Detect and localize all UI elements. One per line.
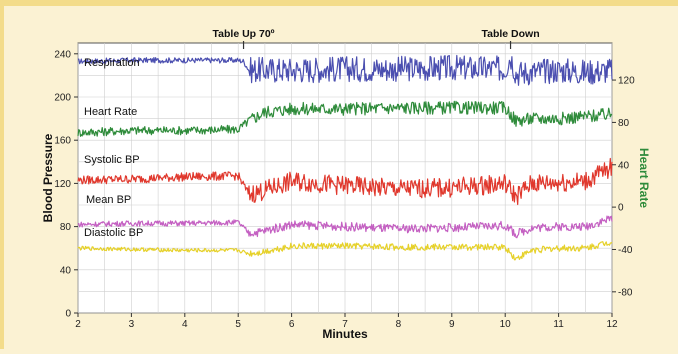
y-left-tick-label: 240 [54, 49, 71, 60]
series-line [77, 100, 613, 137]
x-tick-label: 12 [606, 319, 618, 330]
x-axis-ticks: 2 3 4 5 6 7 8 9 10 11 12 [75, 313, 618, 330]
series-label: Mean BP [86, 194, 131, 206]
series-line [77, 241, 613, 261]
y-right-tick-label: 80 [618, 118, 630, 129]
series-label: Systolic BP [84, 154, 140, 166]
series-label: Heart Rate [84, 106, 137, 118]
x-tick-label: 7 [342, 319, 348, 330]
series-line [77, 157, 613, 206]
y-right-axis-label: Heart Rate [637, 148, 651, 208]
y-right-tick-label: -80 [618, 287, 633, 298]
y-right-tick-label: 40 [618, 160, 630, 171]
x-tick-label: 8 [396, 319, 402, 330]
series-label: Diastolic BP [84, 227, 143, 239]
x-tick-label: 5 [235, 319, 241, 330]
series-labels: Respiration Heart Rate Systolic BP Mean BP D… [84, 57, 143, 239]
y-right-tick-label: -40 [618, 245, 633, 256]
x-tick-label: 9 [449, 319, 455, 330]
y-left-tick-label: 80 [60, 222, 72, 233]
y-right-tick-label: 0 [618, 203, 624, 214]
series-label: Respiration [84, 57, 140, 69]
x-tick-label: 3 [129, 319, 135, 330]
y-left-tick-label: 200 [54, 93, 71, 104]
x-tick-label: 6 [289, 319, 295, 330]
series-layer [77, 54, 613, 261]
series-line [77, 215, 613, 239]
x-axis-label: Minutes [322, 327, 368, 341]
y-right-tick-label: 120 [618, 76, 635, 87]
x-tick-label: 11 [553, 319, 564, 330]
x-tick-label: 2 [75, 319, 81, 330]
y-left-tick-label: 160 [54, 136, 71, 147]
x-tick-label: 4 [182, 319, 188, 330]
series-line [77, 54, 613, 86]
y-left-axis-label: Blood Pressure [41, 133, 55, 222]
y-left-tick-label: 40 [60, 265, 72, 276]
y-left-axis-ticks: 0 40 80 120 160 200 240 [54, 49, 78, 320]
annotations: Table Up 70º Table Down [213, 28, 540, 49]
y-left-tick-label: 120 [54, 179, 71, 190]
y-left-tick-label: 0 [65, 309, 71, 320]
x-tick-label: 10 [500, 319, 512, 330]
annotation-label: Table Down [481, 28, 539, 40]
y-right-axis-ticks: -80 -40 0 40 80 120 [612, 76, 635, 298]
annotation-label: Table Up 70º [213, 28, 275, 40]
